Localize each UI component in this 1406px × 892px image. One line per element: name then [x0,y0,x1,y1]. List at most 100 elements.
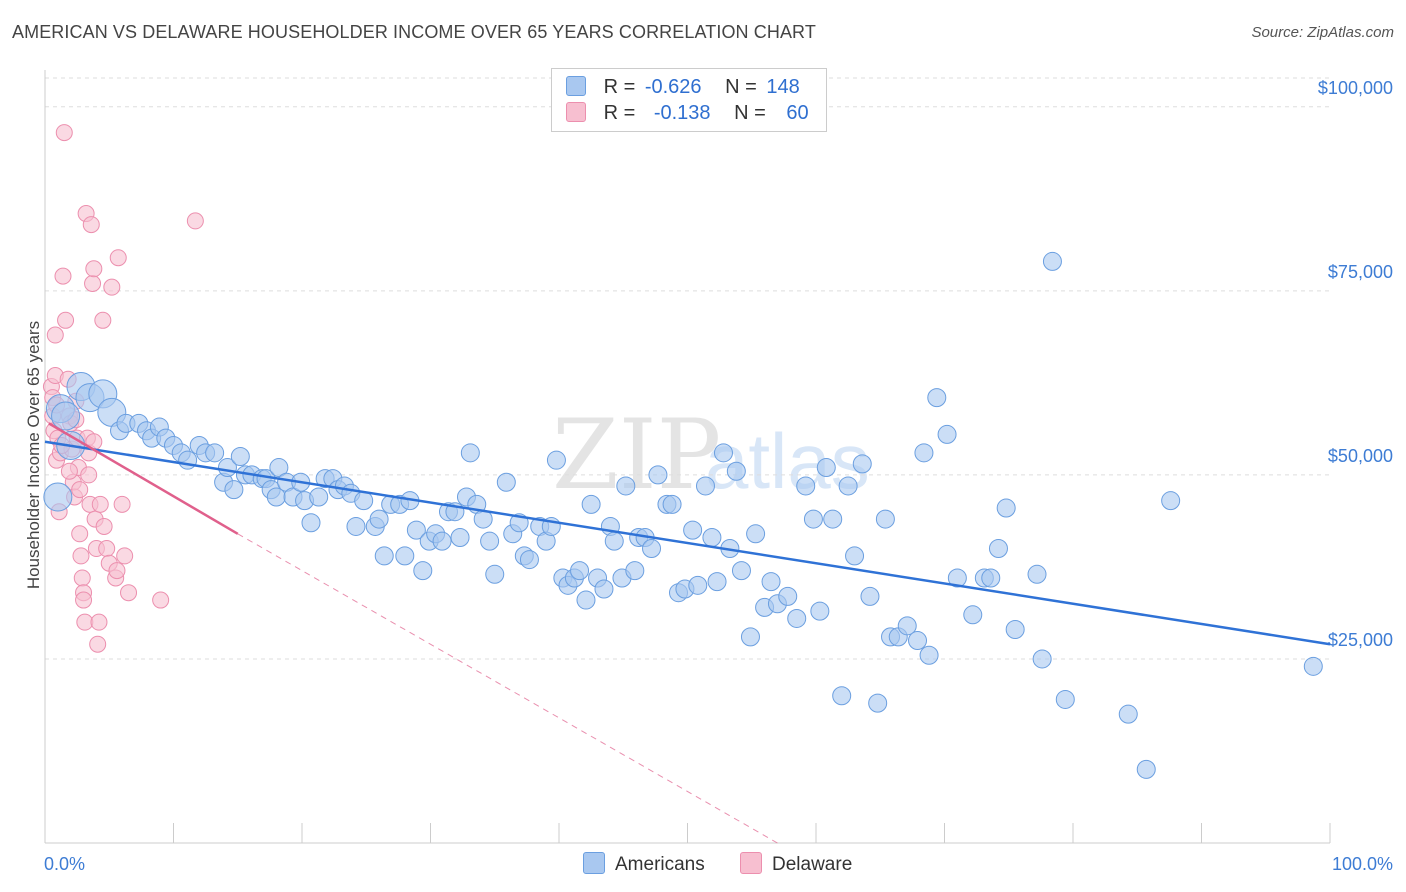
grid-lines [45,77,1330,660]
americans-point [746,524,766,544]
americans-point [374,546,394,566]
americans-point [205,443,225,463]
americans-point [702,527,722,547]
delaware-point [75,591,93,609]
americans-point [695,476,715,496]
americans-point [707,572,727,592]
delaware-point [73,569,91,587]
americans-point [51,401,81,431]
bottom-legend-delaware[interactable]: Delaware [740,852,852,876]
legend-n-label: N = [725,76,757,98]
delaware-point [186,212,204,230]
watermark-zip: ZIP [552,399,721,511]
source-credit: Source: ZipAtlas.com [1251,24,1394,41]
delaware-trend-line [48,422,239,535]
legend-row-delaware: R = -0.138 N = 60 [566,102,809,126]
americans-point [810,601,830,621]
americans-point [996,498,1016,518]
americans-point [346,516,366,536]
americans-point [838,476,858,496]
delaware-point [76,613,94,631]
delaware-point [116,547,134,565]
y-tick-label: $75,000 [1328,262,1393,282]
americans-swatch-icon [583,852,605,874]
americans-point [432,531,452,551]
americans-point [937,424,957,444]
delaware-point [113,495,131,513]
legend-r-value: -0.138 [653,102,711,124]
americans-point [868,693,888,713]
bottom-legend-americans[interactable]: Americans [583,852,705,876]
legend-n-value: 148 [766,76,800,98]
americans-point [496,472,516,492]
americans-point [230,447,250,466]
americans-point [1032,649,1052,669]
americans-point [897,616,917,636]
delaware-point [152,591,170,609]
americans-point [1055,689,1075,709]
delaware-point [80,466,98,484]
americans-point [224,480,244,500]
legend-label-americans: Americans [615,854,705,875]
delaware-point [85,260,103,278]
americans-point [988,539,1008,559]
legend-label-delaware: Delaware [772,854,853,875]
americans-point [604,531,624,551]
americans-point [683,520,703,540]
delaware-point [103,278,121,296]
americans-trend-line [44,440,1331,646]
legend-r-label: R = [603,76,636,98]
trend-lines [44,422,1331,844]
y-tick-label: $100,000 [1318,78,1393,98]
americans-point [1118,704,1138,724]
chart-title: AMERICAN VS DELAWARE HOUSEHOLDER INCOME … [12,22,816,42]
americans-point [594,579,614,599]
americans-point [832,686,852,706]
americans-point [845,546,865,566]
americans-point [787,608,807,628]
americans-point [450,527,470,547]
x-tick-label-min: 0.0% [44,854,85,874]
americans-point [963,605,983,625]
americans-point [803,509,823,529]
americans-point [395,546,415,566]
americans-point [570,561,590,581]
delaware-point [89,635,107,653]
americans-point [1005,620,1025,640]
americans-point [1027,564,1047,584]
delaware-point [108,562,126,580]
legend-n-label: N = [734,102,766,124]
americans-point [778,586,798,606]
americans-point [731,561,751,581]
americans-point [480,531,500,551]
delaware-point [82,216,100,234]
americans-point [576,590,596,610]
americans-point [875,509,895,529]
americans-point [688,575,708,595]
x-tick-label-max: 100.0% [1332,854,1393,874]
americans-point [726,461,746,481]
americans-point [852,454,872,474]
americans-swatch-icon [566,76,586,96]
americans-point [1161,491,1181,511]
delaware-point [91,495,109,513]
americans-point [406,520,426,540]
delaware-point [55,124,73,142]
americans-point [981,568,1001,588]
americans-point [919,645,939,665]
delaware-point [98,540,116,558]
legend-r-value: -0.626 [644,76,702,98]
americans-point [740,627,760,647]
americans-point [546,450,566,470]
stats-legend: R = -0.626 N = 148 R = -0.138 N = 60 [551,68,827,132]
delaware-point [94,311,112,329]
americans-point [519,550,539,570]
y-tick-label: $50,000 [1328,446,1393,466]
delaware-swatch-icon [740,852,762,874]
delaware-trend-extension [237,533,778,844]
americans-point [713,443,733,463]
americans-point [860,586,880,606]
delaware-swatch-icon [566,102,586,122]
americans-point [796,476,816,496]
